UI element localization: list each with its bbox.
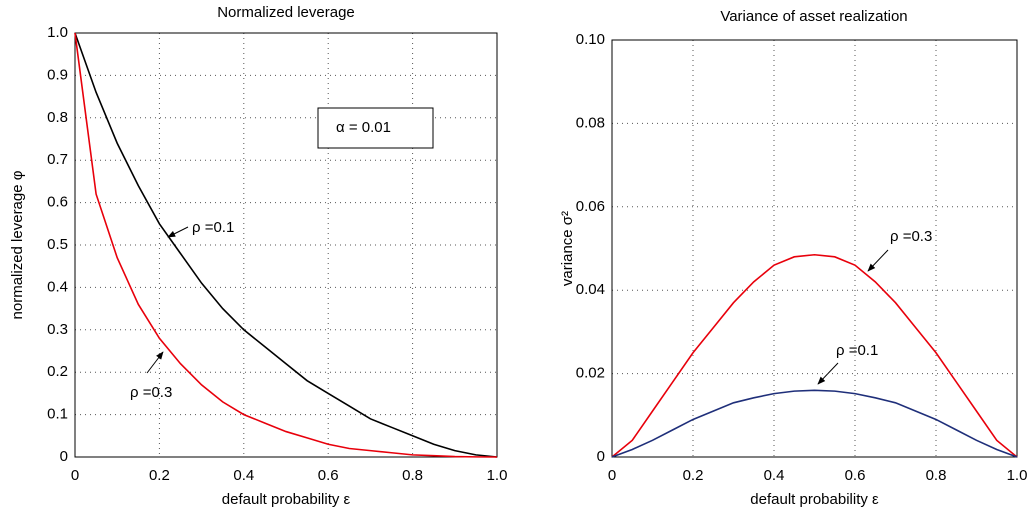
chart-title: Variance of asset realization <box>720 8 907 25</box>
x-tick-label: 0.4 <box>764 467 785 484</box>
series-line <box>74 32 498 458</box>
x-tick-label: 0.2 <box>149 467 170 484</box>
x-tick-label: 0.6 <box>845 467 866 484</box>
x-tick-label: 0 <box>608 467 616 484</box>
y-tick-label: 0.1 <box>47 406 68 423</box>
series-label: ρ =0.3 <box>130 384 172 401</box>
y-axis-label: normalized leverage φ <box>9 170 26 319</box>
x-tick-label: 0.2 <box>683 467 704 484</box>
arrow <box>146 351 164 374</box>
y-tick-label: 0.4 <box>47 278 68 295</box>
y-tick-label: 0 <box>60 448 68 465</box>
y-tick-label: 0 <box>597 448 605 465</box>
y-tick-label: 0.2 <box>47 363 68 380</box>
annotation: α = 0.01 <box>336 119 391 136</box>
series-label: ρ =0.1 <box>192 219 234 236</box>
annotation-box <box>317 107 434 149</box>
y-tick-label: 0.08 <box>576 114 605 131</box>
y-tick-label: 0.5 <box>47 236 68 253</box>
arrow <box>867 249 889 272</box>
chart-title: Normalized leverage <box>217 4 355 21</box>
y-tick-label: 1.0 <box>47 24 68 41</box>
plot-frame <box>611 39 1018 458</box>
x-tick-label: 0.8 <box>926 467 947 484</box>
x-tick-label: 0 <box>71 467 79 484</box>
series-label: ρ =0.3 <box>890 228 932 245</box>
y-tick-label: 0.8 <box>47 109 68 126</box>
y-tick-label: 0.6 <box>47 194 68 211</box>
x-tick-label: 1.0 <box>487 467 508 484</box>
series-line <box>611 389 1018 458</box>
x-tick-label: 1.0 <box>1007 467 1028 484</box>
y-tick-label: 0.10 <box>576 31 605 48</box>
x-tick-label: 0.8 <box>402 467 423 484</box>
x-tick-label: 0.4 <box>233 467 254 484</box>
plot-frame <box>74 32 498 458</box>
y-tick-label: 0.9 <box>47 66 68 83</box>
x-tick-label: 0.6 <box>318 467 339 484</box>
y-tick-label: 0.3 <box>47 321 68 338</box>
y-tick-label: 0.06 <box>576 198 605 215</box>
y-tick-label: 0.04 <box>576 281 605 298</box>
series-line <box>611 253 1018 458</box>
arrow <box>167 226 189 238</box>
series-label: ρ =0.1 <box>836 342 878 359</box>
series-line <box>74 32 498 458</box>
y-tick-label: 0.02 <box>576 365 605 382</box>
y-tick-label: 0.7 <box>47 151 68 168</box>
x-axis-label: default probability ε <box>222 491 351 508</box>
y-axis-label: variance σ² <box>559 211 576 286</box>
x-axis-label: default probability ε <box>750 491 879 508</box>
